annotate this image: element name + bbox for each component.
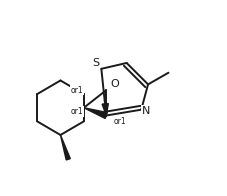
Text: N: N (141, 106, 150, 116)
Text: S: S (91, 58, 99, 68)
Polygon shape (84, 108, 107, 118)
Polygon shape (60, 135, 70, 160)
Text: or1: or1 (70, 107, 83, 116)
Text: or1: or1 (113, 117, 126, 126)
Polygon shape (102, 103, 108, 115)
Text: O: O (110, 79, 119, 89)
Text: or1: or1 (70, 86, 83, 95)
